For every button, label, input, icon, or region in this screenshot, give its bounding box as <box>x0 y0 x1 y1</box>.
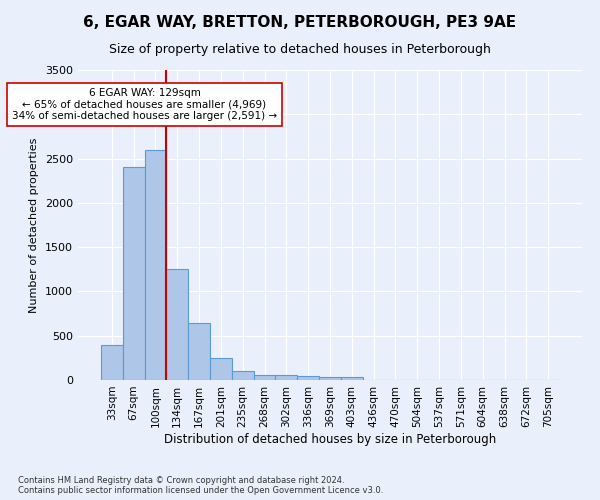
Bar <box>341 377 363 380</box>
Bar <box>275 375 297 380</box>
Bar <box>232 371 254 380</box>
Bar <box>210 358 232 380</box>
Bar <box>145 150 166 380</box>
Bar <box>297 376 319 380</box>
Bar <box>166 270 188 380</box>
Bar <box>101 344 123 380</box>
Bar <box>319 377 341 380</box>
X-axis label: Distribution of detached houses by size in Peterborough: Distribution of detached houses by size … <box>164 432 496 446</box>
Text: Contains HM Land Registry data © Crown copyright and database right 2024.
Contai: Contains HM Land Registry data © Crown c… <box>18 476 383 495</box>
Text: Size of property relative to detached houses in Peterborough: Size of property relative to detached ho… <box>109 42 491 56</box>
Bar <box>123 168 145 380</box>
Y-axis label: Number of detached properties: Number of detached properties <box>29 138 40 312</box>
Text: 6, EGAR WAY, BRETTON, PETERBOROUGH, PE3 9AE: 6, EGAR WAY, BRETTON, PETERBOROUGH, PE3 … <box>83 15 517 30</box>
Bar <box>188 324 210 380</box>
Text: 6 EGAR WAY: 129sqm
← 65% of detached houses are smaller (4,969)
34% of semi-deta: 6 EGAR WAY: 129sqm ← 65% of detached hou… <box>12 88 277 121</box>
Bar <box>254 374 275 380</box>
